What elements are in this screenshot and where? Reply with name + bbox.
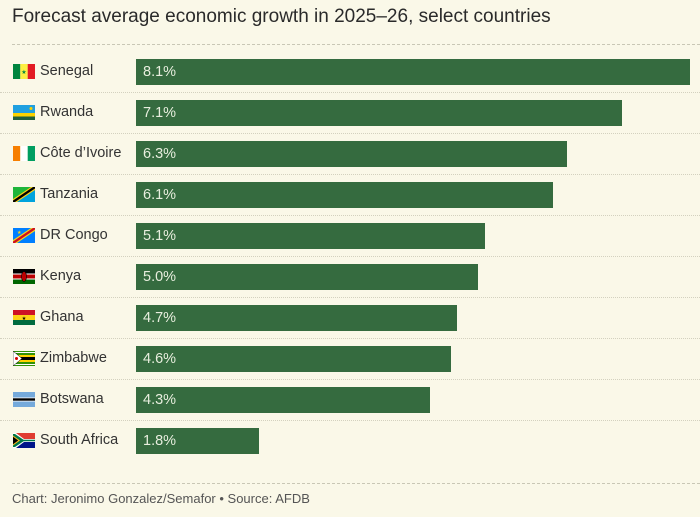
data-label: 6.1% xyxy=(143,187,177,203)
bar: 8.1% xyxy=(136,59,690,85)
bar-row: Kenya 5.0% xyxy=(0,257,700,298)
data-label: 4.7% xyxy=(143,310,177,326)
category-label: Côte d’Ivoire xyxy=(40,145,122,161)
category-label: Kenya xyxy=(40,268,82,284)
data-label: 1.8% xyxy=(143,433,177,449)
category-label: Ghana xyxy=(40,309,84,325)
bar-row: ★ Senegal 8.1% xyxy=(0,52,700,93)
bar-row: ★ DR Congo 5.1% xyxy=(0,216,700,257)
bar-row: Tanzania 6.1% xyxy=(0,175,700,216)
bar-row: ★ Ghana 4.7% xyxy=(0,298,700,339)
bar: 4.3% xyxy=(136,387,431,413)
svg-text:★: ★ xyxy=(21,69,26,76)
data-label: 5.0% xyxy=(143,269,177,285)
bar-rows: ★ Senegal 8.1% Rwanda 7.1% Côte d’Ivoire… xyxy=(0,52,700,462)
source-note: Chart: Jeronimo Gonzalez/Semafor • Sourc… xyxy=(12,491,310,506)
category-label: Zimbabwe xyxy=(40,350,107,366)
bar: 4.6% xyxy=(136,346,451,372)
bar-row: South Africa 1.8% xyxy=(0,421,700,462)
category-label: Botswana xyxy=(40,391,104,407)
bar-row: Rwanda 7.1% xyxy=(0,93,700,134)
divider xyxy=(12,44,700,45)
bar: 5.0% xyxy=(136,264,478,290)
svg-text:★: ★ xyxy=(17,230,22,236)
flag-icon: ★ xyxy=(13,310,35,325)
category-label: Tanzania xyxy=(40,186,99,202)
flag-icon: ★ xyxy=(13,228,35,243)
data-label: 4.3% xyxy=(143,392,177,408)
chart-title: Forecast average economic growth in 2025… xyxy=(12,6,551,27)
bar: 6.1% xyxy=(136,182,554,208)
category-label: Rwanda xyxy=(40,104,94,120)
data-label: 5.1% xyxy=(143,228,177,244)
flag-icon xyxy=(13,187,35,202)
divider xyxy=(12,483,700,484)
flag-icon xyxy=(13,105,35,120)
bar-row: Zimbabwe 4.6% xyxy=(0,339,700,380)
category-label: DR Congo xyxy=(40,227,108,243)
bar: 4.7% xyxy=(136,305,458,331)
data-label: 6.3% xyxy=(143,146,177,162)
data-label: 4.6% xyxy=(143,351,177,367)
bar: 1.8% xyxy=(136,428,260,454)
flag-icon xyxy=(13,392,35,407)
flag-icon: ★ xyxy=(13,64,35,79)
category-label: Senegal xyxy=(40,63,94,79)
flag-icon xyxy=(13,146,35,161)
bar: 5.1% xyxy=(136,223,485,249)
bar-row: Botswana 4.3% xyxy=(0,380,700,421)
category-label: South Africa xyxy=(40,432,119,448)
svg-text:★: ★ xyxy=(22,316,27,322)
bar: 7.1% xyxy=(136,100,622,126)
bar-row: Côte d’Ivoire 6.3% xyxy=(0,134,700,175)
flag-icon xyxy=(13,433,35,448)
bar: 6.3% xyxy=(136,141,567,167)
data-label: 7.1% xyxy=(143,105,177,121)
data-label: 8.1% xyxy=(143,64,177,80)
flag-icon xyxy=(13,269,35,284)
flag-icon xyxy=(13,351,35,366)
